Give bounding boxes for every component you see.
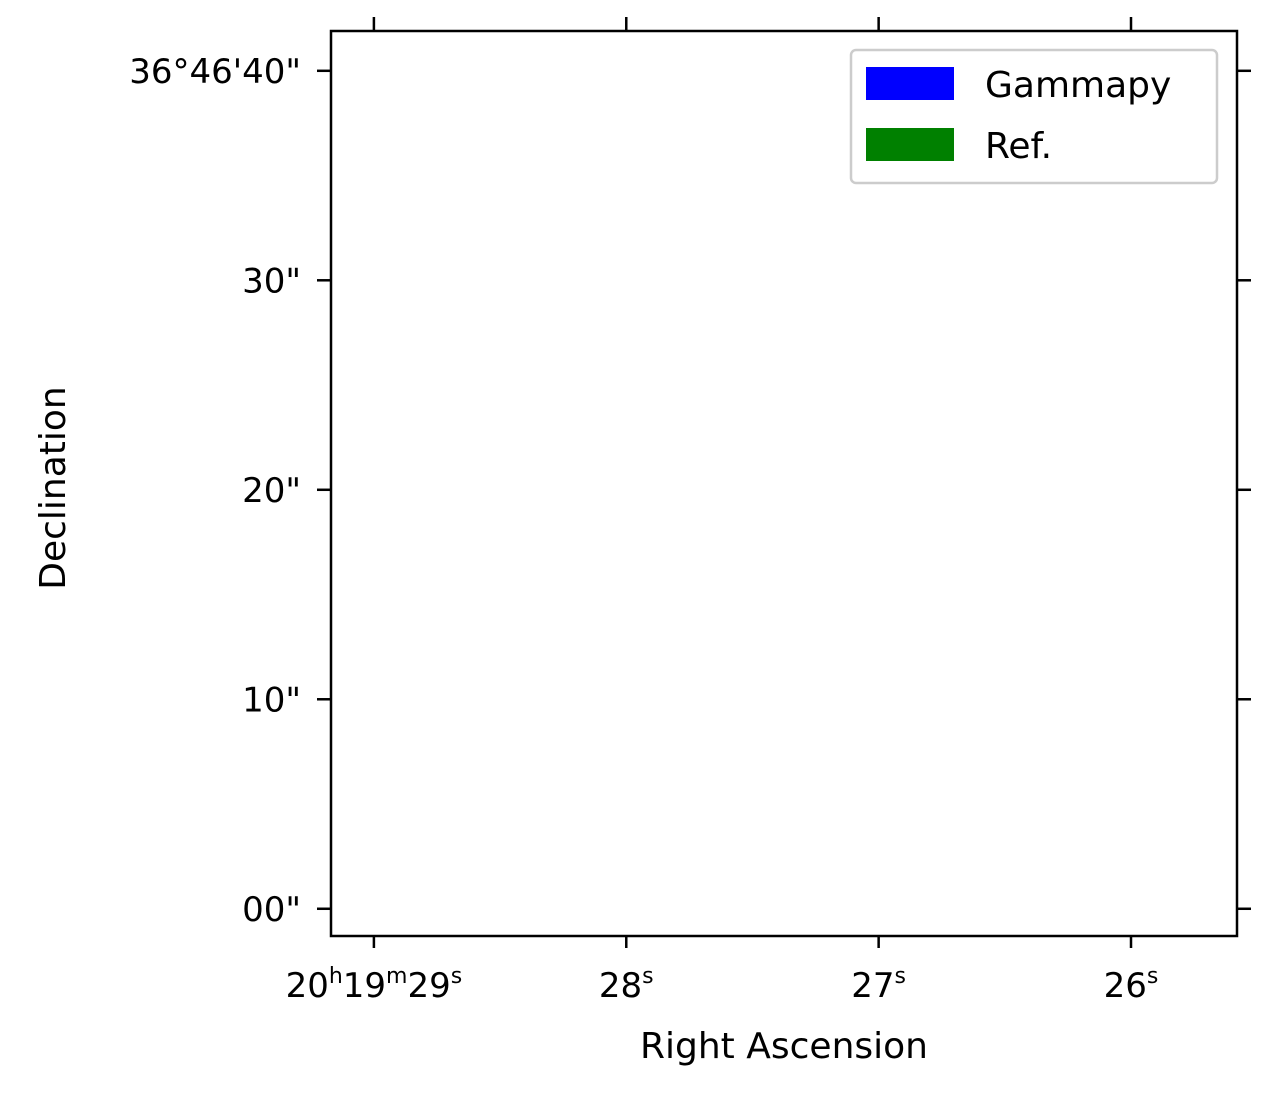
y-tick-label-1: 10" [242, 680, 301, 720]
x-axis-label: Right Ascension [640, 1026, 928, 1067]
legend-label-gammapy: Gammapy [985, 65, 1171, 106]
legend-swatch-gammapy [866, 67, 954, 100]
y-axis-label: Declination [33, 386, 74, 590]
legend-swatch-ref [866, 128, 954, 161]
legend: Gammapy Ref. [849, 48, 1219, 185]
x-tick-label-2: 27s [851, 964, 906, 1006]
y-tick-label-0: 00" [242, 890, 301, 930]
y-tick-label-2: 20" [242, 471, 301, 511]
x-tick-label-0: 20h19m29s [286, 964, 463, 1006]
x-tick-label-3: 26s [1104, 964, 1159, 1006]
x-tick-label-1: 28s [599, 964, 654, 1006]
legend-label-ref: Ref. [985, 126, 1052, 167]
y-tick-label-4: 36°46'40" [129, 52, 301, 92]
y-tick-label-3: 30" [242, 261, 301, 301]
x-axis-ticks: 20h19m29s 28s 27s 26s [286, 17, 1159, 1006]
y-axis-ticks: 00" 10" 20" 30" 36°46'40" [129, 52, 1251, 930]
